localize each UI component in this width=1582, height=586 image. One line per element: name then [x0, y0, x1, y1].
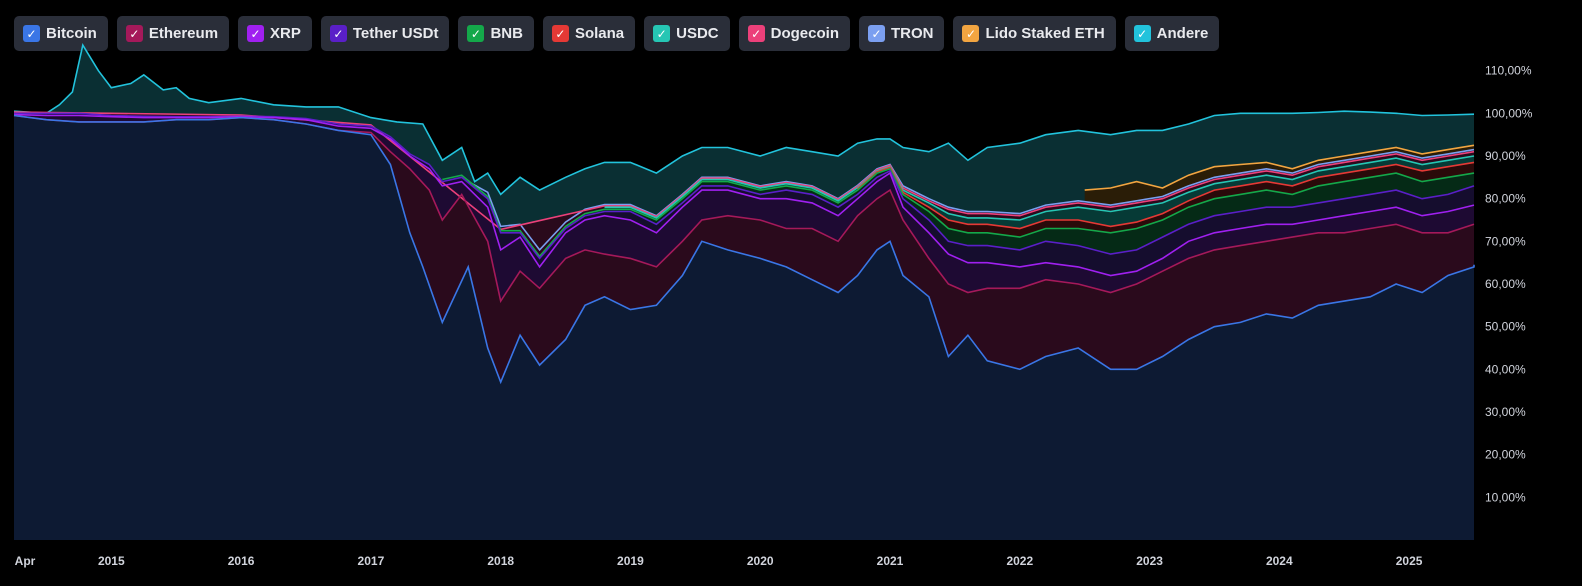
checkbox-icon[interactable]: ✓ — [962, 25, 980, 42]
area-fill-bitcoin — [14, 115, 1474, 540]
series-line-dogecoin[interactable] — [13, 111, 1475, 231]
x-tick-label: 2019 — [617, 554, 644, 568]
legend-label: Andere — [1156, 25, 1209, 42]
legend-label: Lido Staked ETH — [985, 25, 1105, 42]
checkbox-icon[interactable]: ✓ — [551, 25, 569, 42]
x-tick-label: 2021 — [877, 554, 904, 568]
x-tick-label: 2023 — [1136, 554, 1163, 568]
x-tick-label: Apr — [15, 554, 36, 568]
legend-toggle-usdc[interactable]: ✓ USDC — [644, 16, 730, 51]
x-tick-label: 2018 — [487, 554, 514, 568]
x-tick-label: 2025 — [1396, 554, 1423, 568]
y-tick-label: 110,00% — [1485, 64, 1532, 78]
checkbox-icon[interactable]: ✓ — [467, 25, 485, 42]
legend-toggle-solana[interactable]: ✓ Solana — [542, 16, 636, 51]
x-tick-label: 2020 — [747, 554, 774, 568]
checkbox-icon[interactable]: ✓ — [23, 25, 40, 42]
legend-toggle-tether[interactable]: ✓ Tether USDt — [320, 16, 450, 51]
series-line-bnb[interactable] — [442, 167, 1475, 258]
legend-toggle-dogecoin[interactable]: ✓ Dogecoin — [738, 16, 850, 51]
y-tick-label: 30,00% — [1485, 405, 1526, 419]
legend-label: XRP — [270, 25, 301, 42]
legend-label: USDC — [676, 25, 719, 42]
y-axis: 10,00% 20,00% 30,00% 40,00% 50,00% 60,00% 70,0… — [1485, 64, 1533, 505]
chart-legend: ✓ Bitcoin ✓ Ethereum ✓ XRP ✓ Tether USDt ✓ BN… — [14, 16, 1220, 52]
legend-label: Bitcoin — [46, 25, 97, 42]
x-tick-label: 2024 — [1266, 554, 1293, 568]
x-tick-label: 2016 — [228, 554, 255, 568]
legend-label: Tether USDt — [352, 25, 439, 42]
series-line-bitcoin[interactable] — [13, 114, 1475, 385]
series-line-tron[interactable] — [467, 148, 1475, 252]
checkbox-icon[interactable]: ✓ — [329, 25, 347, 42]
legend-label: Dogecoin — [770, 25, 839, 42]
series-line-xrp[interactable] — [13, 113, 1475, 277]
y-tick-label: 10,00% — [1485, 490, 1526, 504]
legend-toggle-xrp[interactable]: ✓ XRP — [238, 16, 312, 51]
y-tick-label: 20,00% — [1485, 448, 1526, 462]
x-tick-label: 2015 — [98, 554, 125, 568]
y-tick-label: 70,00% — [1485, 234, 1526, 248]
x-axis: Apr 2015 2016 2017 2018 2019 2020 2021 2022 2023 2… — [15, 554, 1423, 568]
checkbox-icon[interactable]: ✓ — [1133, 25, 1151, 42]
legend-toggle-ethereum[interactable]: ✓ Ethereum — [116, 16, 230, 51]
series-line-tether-usdt[interactable] — [14, 112, 1475, 260]
legend-toggle-bnb[interactable]: ✓ BNB — [458, 16, 534, 51]
x-tick-label: 2017 — [358, 554, 385, 568]
checkbox-icon[interactable]: ✓ — [247, 25, 265, 42]
legend-toggle-bitcoin[interactable]: ✓ Bitcoin — [14, 16, 108, 51]
checkbox-icon[interactable]: ✓ — [653, 25, 671, 42]
legend-label: BNB — [490, 25, 523, 42]
legend-label: Solana — [574, 25, 625, 42]
chart-areas — [13, 42, 1475, 541]
checkbox-icon[interactable]: ✓ — [867, 25, 885, 42]
series-line-usdc[interactable] — [604, 155, 1475, 221]
legend-label: TRON — [890, 25, 934, 42]
series-line-solana[interactable] — [857, 161, 1475, 230]
y-tick-label: 100,00% — [1485, 106, 1533, 120]
series-line-lido-staked-eth[interactable] — [1084, 144, 1475, 191]
checkbox-icon[interactable]: ✓ — [125, 25, 143, 42]
series-line-andere[interactable] — [13, 42, 1475, 196]
y-tick-label: 50,00% — [1485, 320, 1526, 334]
legend-toggle-tron[interactable]: ✓ TRON — [858, 16, 945, 51]
y-tick-label: 80,00% — [1485, 192, 1526, 206]
legend-label: Ethereum — [148, 25, 219, 42]
legend-toggle-andere[interactable]: ✓ Andere — [1124, 16, 1220, 51]
checkbox-icon[interactable]: ✓ — [747, 25, 765, 42]
legend-toggle-lido-staked-eth[interactable]: ✓ Lido Staked ETH — [953, 16, 1116, 51]
x-tick-label: 2022 — [1006, 554, 1033, 568]
y-tick-label: 40,00% — [1485, 362, 1526, 376]
y-tick-label: 90,00% — [1485, 149, 1526, 163]
y-tick-label: 60,00% — [1485, 277, 1526, 291]
